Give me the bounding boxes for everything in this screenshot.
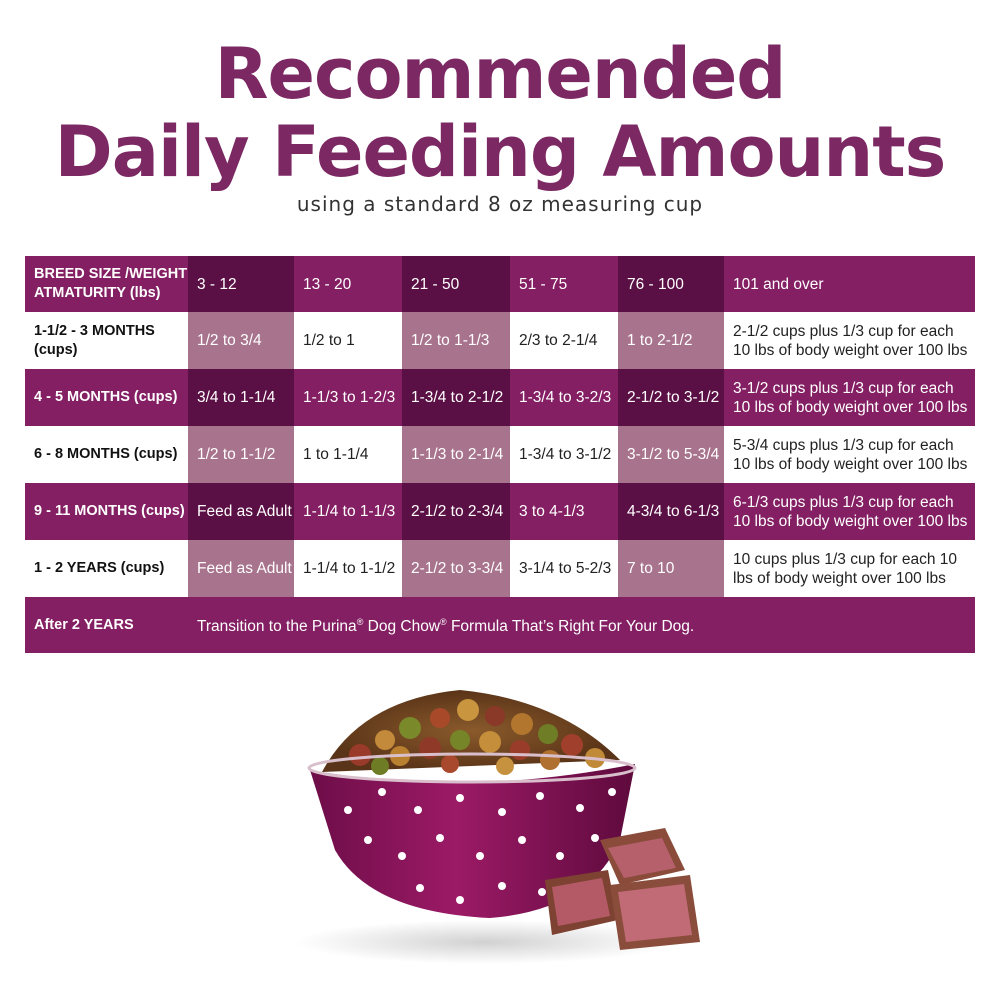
table-cell: 2/3 to 2-1/4: [510, 312, 618, 369]
column-header: 21 - 50: [402, 256, 510, 312]
table-cell: 1-3/4 to 2-1/2: [402, 369, 510, 426]
table-cell: 2-1/2 to 2-3/4: [402, 483, 510, 540]
page-subtitle: using a standard 8 oz measuring cup: [296, 192, 704, 216]
note-text: Dog Chow: [363, 618, 441, 636]
table-row: 4 - 5 MONTHS (cups) 3/4 to 1-1/4 1-1/3 t…: [25, 369, 975, 426]
table-cell: 3-1/4 to 5-2/3: [510, 540, 618, 597]
page-title-line1: Recommended: [214, 33, 787, 115]
meat-chunks: [545, 828, 700, 950]
table-cell: 10 cups plus 1/3 cup for each 10 lbs of …: [724, 540, 975, 597]
table-cell: 1 to 1-1/4: [294, 426, 402, 483]
table-row: 1-1/2 - 3 MONTHS (cups) 1/2 to 3/4 1/2 t…: [25, 312, 975, 369]
table-cell: Feed as Adult: [188, 483, 294, 540]
table-cell: 2-1/2 cups plus 1/3 cup for each 10 lbs …: [724, 312, 975, 369]
column-header: 3 - 12: [188, 256, 294, 312]
table-cell: 7 to 10: [618, 540, 724, 597]
row-label: 6 - 8 MONTHS (cups): [25, 426, 188, 483]
registered-mark: ®: [356, 617, 364, 628]
row-label: 1-1/2 - 3 MONTHS (cups): [25, 312, 188, 369]
table-cell: 1-3/4 to 3-2/3: [510, 369, 618, 426]
table-cell: 2-1/2 to 3-3/4: [402, 540, 510, 597]
table-cell: Feed as Adult: [188, 540, 294, 597]
table-row: 6 - 8 MONTHS (cups) 1/2 to 1-1/2 1 to 1-…: [25, 426, 975, 483]
row-label: 9 - 11 MONTHS (cups): [25, 483, 188, 540]
table-cell: 1/2 to 1-1/2: [188, 426, 294, 483]
page-title-line2: Daily Feeding Amounts: [54, 111, 947, 193]
row-label: 1 - 2 YEARS (cups): [25, 540, 188, 597]
column-header: 76 - 100: [618, 256, 724, 312]
table-cell: 4-3/4 to 6-1/3: [618, 483, 724, 540]
transition-note: Transition to the Purina® Dog Chow® Form…: [188, 597, 975, 653]
table-cell: 1/2 to 1: [294, 312, 402, 369]
column-header: 101 and over: [724, 256, 975, 312]
dog-food-bowl-image: [290, 680, 730, 970]
table-cell: 1-1/4 to 1-1/3: [294, 483, 402, 540]
table-cell: 1/2 to 1-1/3: [402, 312, 510, 369]
table-cell: 3 to 4-1/3: [510, 483, 618, 540]
table-row-after-2-years: After 2 YEARS Transition to the Purina® …: [25, 597, 975, 653]
table-cell: 6-1/3 cups plus 1/3 cup for each 10 lbs …: [724, 483, 975, 540]
column-header: 13 - 20: [294, 256, 402, 312]
table-cell: 3-1/2 to 5-3/4: [618, 426, 724, 483]
table-cell: 1/2 to 3/4: [188, 312, 294, 369]
table-cell: 1-3/4 to 3-1/2: [510, 426, 618, 483]
header-label: BREED SIZE /WEIGHT ATMATURITY (lbs): [25, 256, 188, 312]
polka-dots: [344, 788, 616, 904]
table-cell: 3-1/2 cups plus 1/3 cup for each 10 lbs …: [724, 369, 975, 426]
registered-mark: ®: [440, 617, 447, 628]
table-cell: 3/4 to 1-1/4: [188, 369, 294, 426]
table-row: 1 - 2 YEARS (cups) Feed as Adult 1-1/4 t…: [25, 540, 975, 597]
table-cell: 5-3/4 cups plus 1/3 cup for each 10 lbs …: [724, 426, 975, 483]
table-cell: 1 to 2-1/2: [618, 312, 724, 369]
feeding-table: BREED SIZE /WEIGHT ATMATURITY (lbs) 3 - …: [25, 256, 975, 653]
column-header: 51 - 75: [510, 256, 618, 312]
table-row: 9 - 11 MONTHS (cups) Feed as Adult 1-1/4…: [25, 483, 975, 540]
note-text: Formula That’s Right For Your Dog.: [446, 618, 695, 636]
bowl-illustration: [295, 690, 700, 964]
row-label: After 2 YEARS: [25, 597, 188, 653]
row-label: 4 - 5 MONTHS (cups): [25, 369, 188, 426]
table-cell: 1-1/4 to 1-1/2: [294, 540, 402, 597]
note-text: Transition to the Purina: [197, 618, 357, 636]
table-cell: 2-1/2 to 3-1/2: [618, 369, 724, 426]
table-header-row: BREED SIZE /WEIGHT ATMATURITY (lbs) 3 - …: [25, 256, 975, 312]
table-cell: 1-1/3 to 1-2/3: [294, 369, 402, 426]
table-cell: 1-1/3 to 2-1/4: [402, 426, 510, 483]
